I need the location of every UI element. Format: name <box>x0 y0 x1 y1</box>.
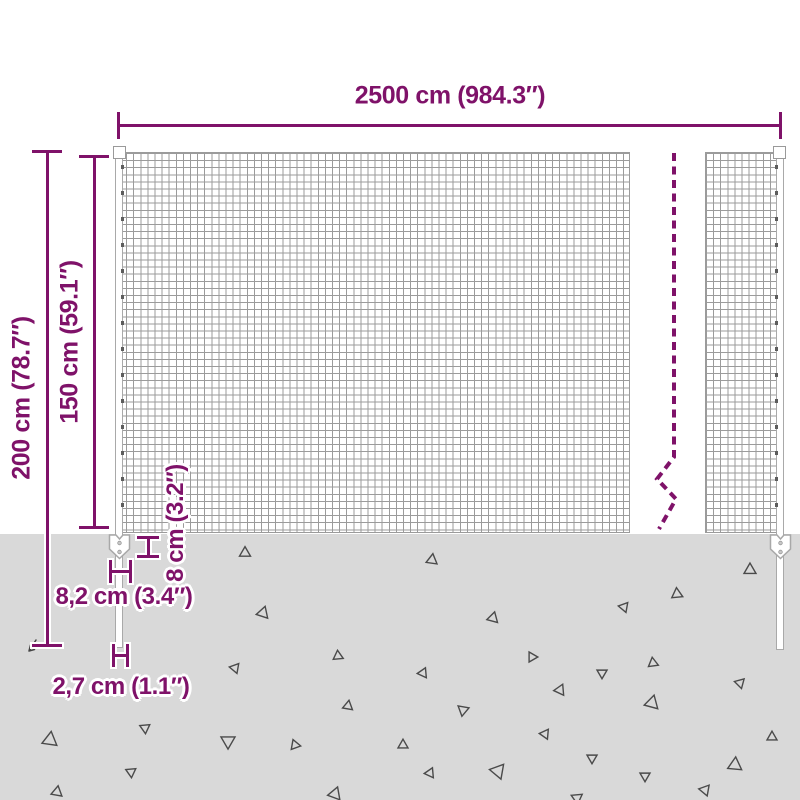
dim-end-tick <box>32 150 62 153</box>
dim-end-tick <box>779 112 782 139</box>
total-height-label: 200 cm (78.7″) <box>7 316 36 480</box>
dim-line <box>147 536 150 558</box>
post-top-clip-left <box>113 146 126 159</box>
mesh-clips-right <box>775 165 778 525</box>
dim-line <box>109 570 132 573</box>
post-clamp-right <box>769 534 792 560</box>
post-diameter-label: 2,7 cm (1.1″) <box>52 673 190 700</box>
mesh-clips-left <box>121 165 124 525</box>
post-clamp-left <box>108 534 131 560</box>
dim-line <box>93 156 96 529</box>
post-top-clip-right <box>773 146 786 159</box>
ground <box>0 534 800 800</box>
fence-width-label: 2500 cm (984.3″) <box>354 81 546 110</box>
mesh-height-label: 150 cm (59.1″) <box>55 260 84 424</box>
dim-line <box>118 124 782 127</box>
clamp-width-label: 8,2 cm (3.4″) <box>55 583 193 610</box>
dim-line <box>112 654 129 657</box>
dim-end-tick <box>117 112 120 139</box>
clamp-height-label: 8 cm (3.2″) <box>162 464 189 582</box>
mesh-panel-left <box>118 152 630 533</box>
dim-end-tick <box>79 155 109 158</box>
mesh-panel-right <box>705 152 778 533</box>
dim-end-tick <box>79 526 109 529</box>
dim-line <box>46 151 49 647</box>
dim-end-tick <box>32 644 62 647</box>
break-dashed-line <box>654 153 679 530</box>
